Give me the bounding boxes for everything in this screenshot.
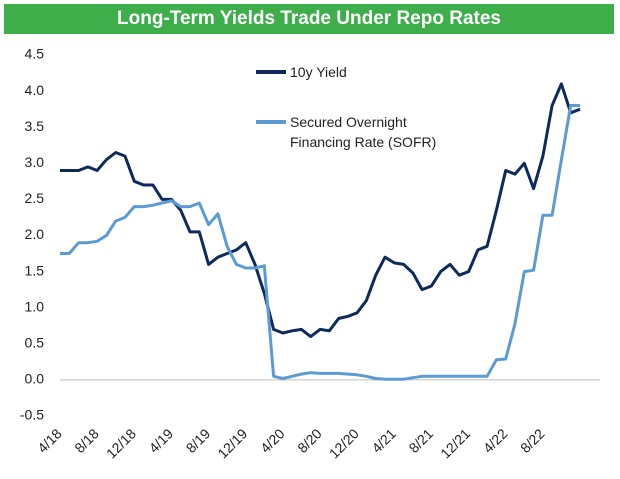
x-tick-label: 8/19 <box>183 425 214 456</box>
y-tick-label: -0.5 <box>20 407 44 423</box>
x-tick-label: 8/18 <box>71 425 102 456</box>
legend-item: 10y Yield <box>256 62 456 82</box>
y-tick-label: 4.0 <box>25 82 45 98</box>
y-tick-label: 1.0 <box>25 298 45 314</box>
y-tick-label: 2.0 <box>25 226 45 242</box>
legend-label: Secured Overnight Financing Rate (SOFR) <box>290 114 437 150</box>
x-tick-label: 4/22 <box>480 425 511 456</box>
legend-swatch <box>256 70 286 74</box>
y-tick-label: 0.0 <box>25 371 45 387</box>
y-tick-label: 1.5 <box>25 262 45 278</box>
series-line <box>60 104 580 381</box>
x-tick-label: 4/21 <box>368 425 399 456</box>
chart-title: Long-Term Yields Trade Under Repo Rates <box>4 4 614 34</box>
x-tick-label: 8/22 <box>517 425 548 456</box>
legend-item: Secured Overnight Financing Rate (SOFR) <box>256 112 456 152</box>
y-tick-label: 3.5 <box>25 118 45 134</box>
y-tick-label: 0.5 <box>25 335 45 351</box>
x-tick-label: 4/20 <box>257 425 288 456</box>
y-tick-label: 3.0 <box>25 154 45 170</box>
x-tick-label: 12/18 <box>103 425 139 461</box>
y-tick-label: 4.5 <box>25 46 45 62</box>
x-tick-label: 4/18 <box>34 425 65 456</box>
series-line <box>60 82 581 339</box>
x-tick-label: 8/21 <box>406 425 437 456</box>
x-tick-label: 12/20 <box>326 425 362 461</box>
y-tick-label: 2.5 <box>25 190 45 206</box>
x-tick-label: 8/20 <box>294 425 325 456</box>
legend-swatch <box>256 120 286 124</box>
legend: 10y Yield Secured Overnight Financing Rat… <box>256 62 456 182</box>
x-tick-label: 4/19 <box>146 425 177 456</box>
x-tick-label: 12/19 <box>214 425 250 461</box>
legend-label: 10y Yield <box>290 64 347 80</box>
x-tick-label: 12/21 <box>437 425 473 461</box>
